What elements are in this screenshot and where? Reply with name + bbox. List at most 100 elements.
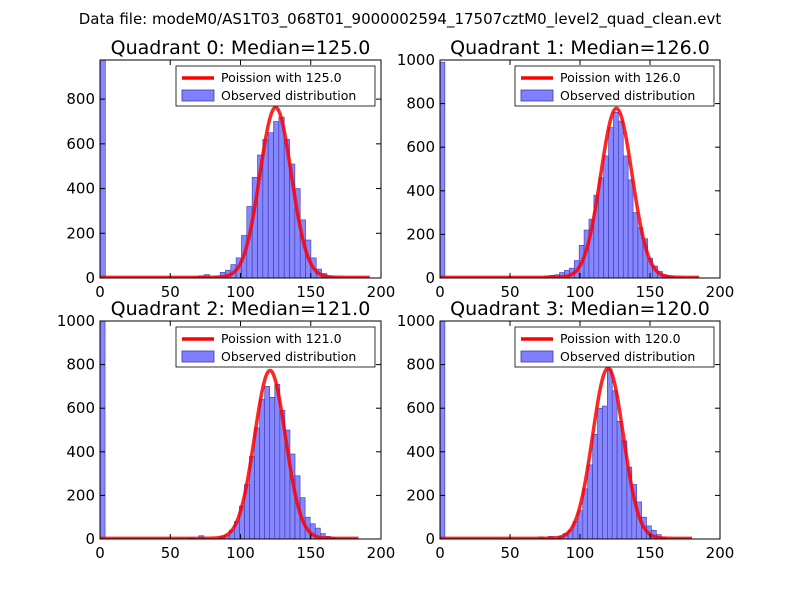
legend-bars-swatch xyxy=(181,89,215,102)
legend-bars-label: Observed distribution xyxy=(221,349,356,364)
legend-curve-label: Poission with 126.0 xyxy=(560,70,681,85)
x-tick-label: 50 xyxy=(161,544,180,562)
histogram-bar xyxy=(100,60,106,278)
y-tick-label: 400 xyxy=(406,443,435,461)
y-tick-label: 800 xyxy=(406,356,435,374)
histogram-bar xyxy=(274,383,281,539)
x-tick-label: 0 xyxy=(95,283,105,301)
y-tick-label: 800 xyxy=(66,356,95,374)
quadrant-title: Quadrant 3: Median=120.0 xyxy=(450,298,710,320)
x-tick-label: 0 xyxy=(435,544,445,562)
histogram-bar xyxy=(259,399,265,539)
histogram-bar xyxy=(278,116,285,278)
histogram-bar xyxy=(440,61,446,278)
y-tick-label: 200 xyxy=(406,486,435,504)
legend-bars-label: Observed distribution xyxy=(221,88,356,103)
quadrant-title: Quadrant 1: Median=126.0 xyxy=(450,37,710,59)
y-tick-label: 200 xyxy=(406,225,435,243)
x-tick-label: 200 xyxy=(367,544,396,562)
histogram-bar xyxy=(613,112,619,278)
x-tick-label: 200 xyxy=(367,283,396,301)
y-tick-label: 0 xyxy=(425,269,435,287)
histogram-bar xyxy=(632,212,639,278)
plot-area xyxy=(100,60,371,278)
x-tick-label: 100 xyxy=(226,283,255,301)
x-tick-label: 150 xyxy=(636,283,665,301)
y-tick-label: 600 xyxy=(406,399,435,417)
x-tick-label: 50 xyxy=(500,283,519,301)
x-tick-label: 150 xyxy=(296,544,325,562)
quadrant-1-panel: 0 50 100 150 200 0 200 400 600 800 1000 Quadrant 1:… xyxy=(397,37,735,301)
y-tick-label: 0 xyxy=(85,530,95,548)
y-tick-label: 400 xyxy=(406,182,435,200)
plot-area xyxy=(100,321,360,539)
plot-area xyxy=(440,61,701,278)
y-tick-label: 400 xyxy=(66,443,95,461)
x-tick-label: 0 xyxy=(435,283,445,301)
histogram-bar xyxy=(602,405,608,539)
x-tick-label: 150 xyxy=(296,283,325,301)
histogram-bar xyxy=(587,464,593,539)
legend: Poission with 126.0 Observed distribution xyxy=(514,65,715,107)
figure-suptitle: Data file: modeM0/AS1T03_068T01_90000025… xyxy=(79,10,722,29)
x-tick-label: 100 xyxy=(566,283,595,301)
legend-bars-swatch xyxy=(181,350,215,363)
plot-area xyxy=(440,321,694,539)
y-tick-label: 600 xyxy=(66,399,95,417)
quadrant-3-panel: 0 50 100 150 200 0 200 400 600 800 1000 Quadrant 3:… xyxy=(397,298,735,562)
legend-curve-label: Poission with 121.0 xyxy=(221,331,342,346)
histogram-bar xyxy=(603,155,609,278)
histogram-bar xyxy=(267,132,274,278)
poisson-curve xyxy=(440,366,694,539)
histogram-bar xyxy=(592,434,598,539)
quadrant-title: Quadrant 2: Median=121.0 xyxy=(111,298,371,320)
histogram-bar xyxy=(611,390,618,539)
x-tick-label: 200 xyxy=(706,283,735,301)
histogram-bar xyxy=(597,407,603,539)
x-tick-label: 0 xyxy=(95,544,105,562)
histogram-bar xyxy=(627,179,634,278)
x-tick-label: 50 xyxy=(500,544,519,562)
y-tick-label: 600 xyxy=(66,135,95,153)
y-tick-label: 400 xyxy=(66,180,95,198)
quadrant-2-panel: 0 50 100 150 200 0 200 400 600 800 1000 Quadrant 2:… xyxy=(57,298,396,562)
x-tick-label: 100 xyxy=(226,544,255,562)
quadrant-title: Quadrant 0: Median=125.0 xyxy=(111,37,371,59)
histogram-bar xyxy=(608,127,614,278)
x-tick-label: 200 xyxy=(706,544,735,562)
y-tick-label: 1000 xyxy=(397,51,435,69)
poisson-curve xyxy=(100,368,360,539)
legend-curve-label: Poission with 120.0 xyxy=(560,331,681,346)
histogram-bar xyxy=(269,396,276,539)
y-tick-label: 0 xyxy=(425,530,435,548)
y-tick-label: 800 xyxy=(406,95,435,113)
x-tick-label: 50 xyxy=(161,283,180,301)
legend: Poission with 125.0 Observed distribution xyxy=(175,65,376,107)
histogram-bar xyxy=(618,120,624,278)
y-tick-label: 1000 xyxy=(397,312,435,330)
y-tick-label: 800 xyxy=(66,90,95,108)
y-tick-label: 600 xyxy=(406,138,435,156)
legend-bars-swatch xyxy=(520,350,554,363)
histogram-bar xyxy=(264,386,271,539)
y-tick-label: 200 xyxy=(66,224,95,242)
legend-bars-swatch xyxy=(520,89,554,102)
legend: Poission with 121.0 Observed distribution xyxy=(175,326,376,368)
x-tick-label: 100 xyxy=(566,544,595,562)
y-tick-label: 0 xyxy=(85,269,95,287)
histogram-bar xyxy=(100,321,106,539)
x-tick-label: 150 xyxy=(636,544,665,562)
histogram-bar xyxy=(440,321,446,539)
legend-bars-label: Observed distribution xyxy=(560,349,695,364)
y-tick-label: 1000 xyxy=(57,312,95,330)
histogram-bar xyxy=(622,155,629,278)
y-tick-label: 200 xyxy=(66,486,95,504)
histogram-bar xyxy=(616,420,623,539)
legend-curve-label: Poission with 125.0 xyxy=(221,70,342,85)
poisson-curve xyxy=(440,106,701,278)
histogram-bar xyxy=(254,427,260,539)
legend-bars-label: Observed distribution xyxy=(560,88,695,103)
quadrant-0-panel: 0 50 100 150 200 0 200 400 600 800 Quadrant 0: Med… xyxy=(66,37,395,301)
legend: Poission with 120.0 Observed distribution xyxy=(514,326,715,368)
